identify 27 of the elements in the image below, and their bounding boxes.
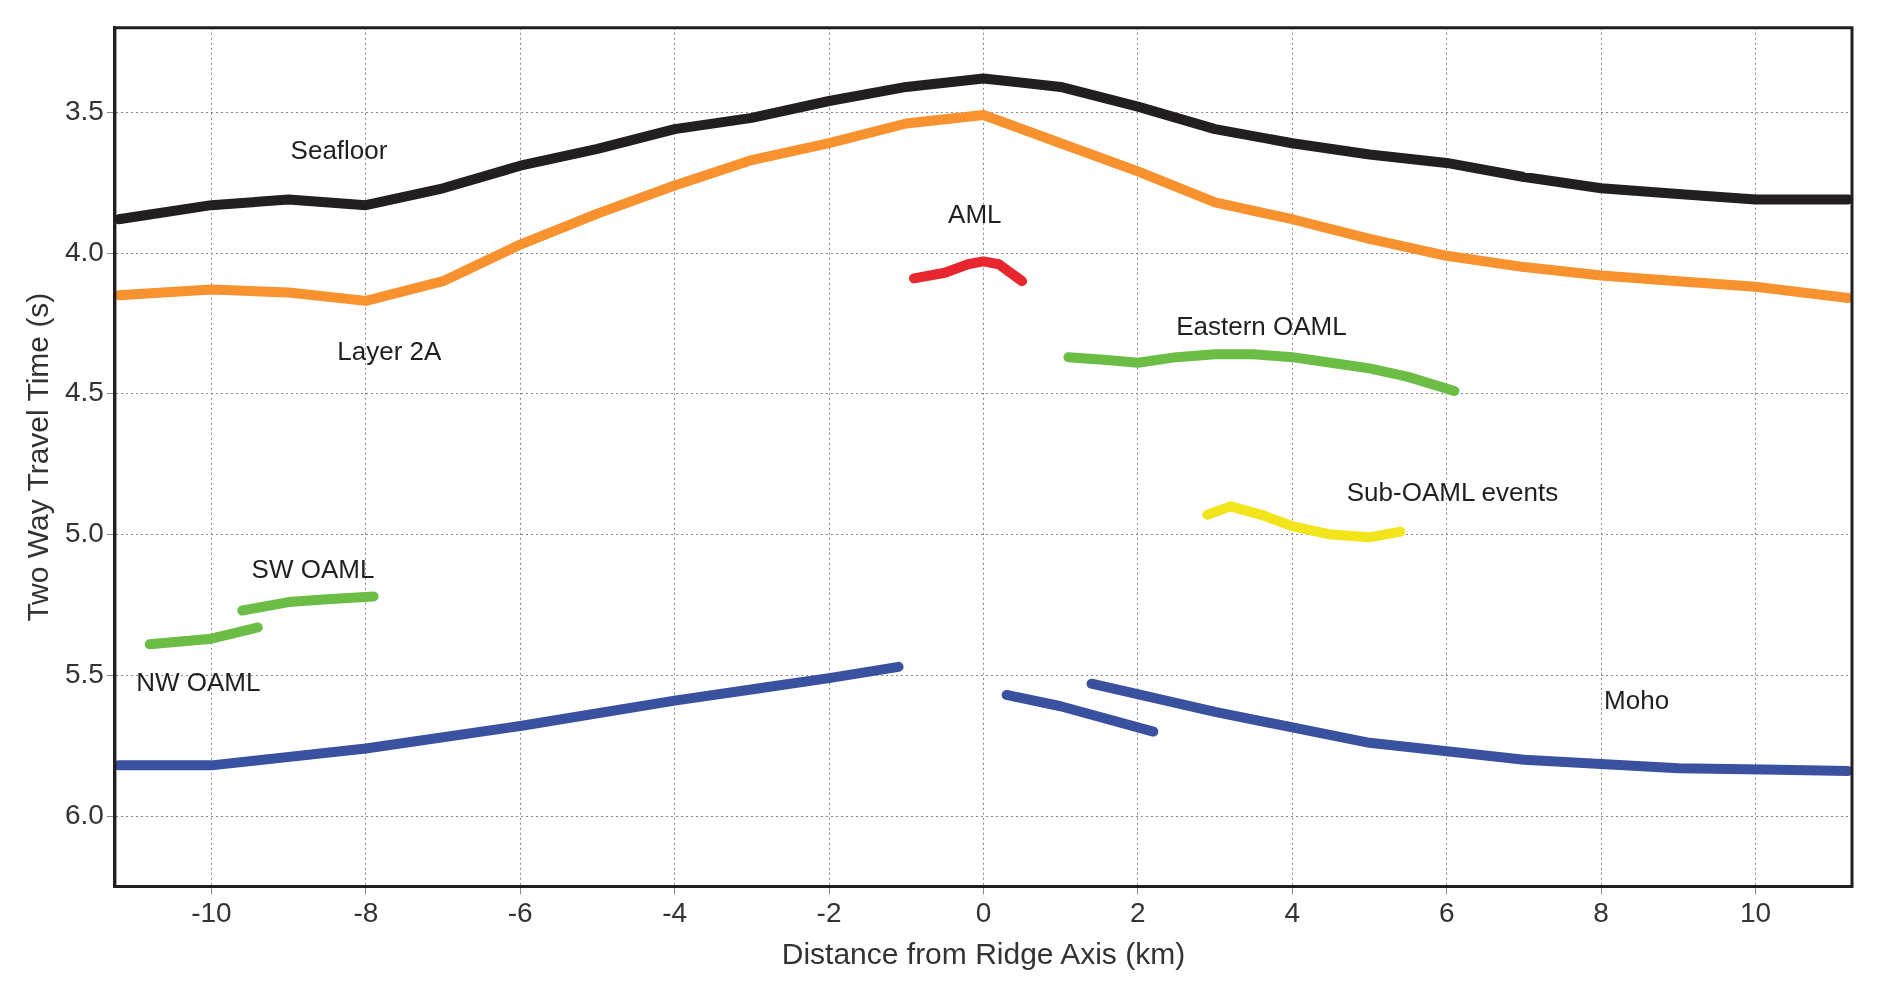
x-tick-label: 10 bbox=[1739, 896, 1772, 928]
x-tick-label: -4 bbox=[662, 896, 688, 928]
y-tick-label: 6.0 bbox=[64, 798, 104, 830]
x-tick-label: 4 bbox=[1284, 896, 1301, 928]
series-label: Seafloor bbox=[290, 134, 388, 165]
x-tick-label: 2 bbox=[1130, 896, 1146, 928]
series-label: AML bbox=[948, 199, 1002, 230]
y-tick-label: 5.5 bbox=[64, 657, 104, 689]
x-tick-label: -2 bbox=[816, 896, 842, 928]
x-axis-title: Distance from Ridge Axis (km) bbox=[781, 937, 1186, 971]
series-label: Moho bbox=[1604, 684, 1670, 715]
y-tick-label: 4.0 bbox=[64, 235, 104, 267]
series-label: Sub-OAML events bbox=[1346, 477, 1559, 508]
series-label: Layer 2A bbox=[337, 335, 443, 366]
y-tick-label: 5.0 bbox=[64, 517, 104, 549]
x-tick-label: -6 bbox=[507, 896, 533, 928]
series-label: SW OAML bbox=[251, 553, 375, 584]
y-axis-title: Two Way Travel Time (s) bbox=[21, 292, 55, 622]
y-tick-label: 4.5 bbox=[64, 376, 104, 408]
series-label: NW OAML bbox=[136, 666, 261, 697]
x-tick-label: 0 bbox=[975, 896, 992, 928]
x-tick-label: -8 bbox=[353, 896, 379, 928]
x-tick-label: -10 bbox=[191, 896, 232, 928]
series-label: Eastern OAML bbox=[1176, 311, 1347, 342]
x-tick-label: 6 bbox=[1438, 896, 1455, 928]
y-tick-label: 3.5 bbox=[64, 94, 104, 126]
x-tick-label: 8 bbox=[1593, 896, 1609, 928]
